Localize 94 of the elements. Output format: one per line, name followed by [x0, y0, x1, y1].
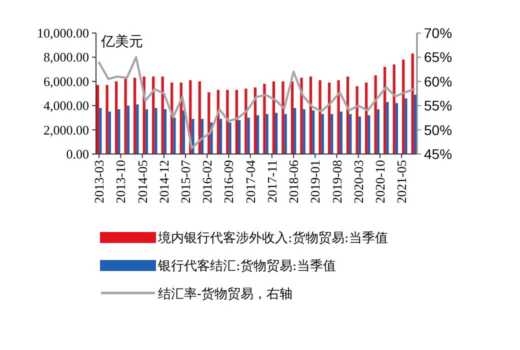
bar — [219, 118, 222, 154]
bar — [244, 88, 248, 154]
x-tick-label: 2016-09 — [221, 160, 236, 204]
bar — [96, 85, 100, 154]
x-tick-label: 2020-03 — [350, 160, 366, 204]
bar — [164, 109, 167, 154]
x-tick-label: 2019-01 — [308, 160, 323, 204]
line-series — [98, 56, 416, 150]
bar — [282, 81, 284, 154]
bar — [272, 81, 276, 154]
x-tick-label: 2018-06 — [286, 160, 302, 204]
x-tick-label: 2014-05 — [134, 160, 150, 204]
bar — [99, 108, 102, 154]
legend-label: 结汇率-货物贸易，右轴 — [158, 286, 292, 302]
bar — [226, 90, 229, 154]
bar — [402, 60, 405, 154]
bar — [349, 114, 352, 154]
bar — [134, 78, 136, 154]
bar — [154, 108, 158, 154]
bar — [256, 115, 260, 154]
bar — [395, 103, 398, 154]
bar — [115, 81, 118, 154]
bar — [356, 86, 358, 154]
bar — [228, 122, 232, 154]
y2-tick-label: 65% — [424, 49, 452, 66]
bar — [275, 112, 278, 154]
bar — [263, 84, 266, 154]
y2-tick-label: 70% — [424, 25, 452, 41]
y-tick-label: 10,000.00 — [37, 26, 89, 40]
bar — [235, 90, 238, 154]
bar — [384, 66, 386, 154]
bar — [321, 114, 324, 154]
bar — [294, 108, 296, 154]
bar — [145, 109, 148, 154]
x-tick-label: 2014-12 — [156, 160, 172, 204]
bar — [266, 114, 268, 154]
bar — [254, 87, 256, 154]
bar — [330, 114, 334, 154]
bar — [173, 118, 176, 154]
legend-label: 银行代客结汇:货物贸易:当季值 — [157, 258, 336, 274]
bar — [337, 80, 340, 154]
y-tick-label: 8,000.00 — [44, 50, 89, 65]
bar — [404, 98, 408, 154]
bar — [365, 82, 368, 154]
bar — [312, 110, 315, 154]
bar — [284, 114, 287, 154]
x-tick-label: 2013-03 — [92, 160, 107, 204]
y2-tick-label: 45% — [424, 146, 452, 162]
bar — [126, 106, 130, 154]
y2-tick-label: 55% — [424, 98, 452, 114]
bar — [328, 82, 331, 154]
x-tick-label: 2015-07 — [178, 160, 194, 204]
bar — [392, 64, 396, 154]
y-tick-label: 2,000.00 — [44, 122, 89, 138]
y-tick-label: 4,000.00 — [44, 98, 89, 114]
bar — [161, 76, 164, 154]
bar — [300, 78, 303, 154]
y-axis-title: 亿美元 — [100, 34, 143, 50]
bar — [302, 109, 306, 154]
bar — [208, 92, 210, 154]
bar — [106, 85, 108, 154]
x-tick-label: 2020-10 — [372, 160, 388, 204]
bar — [318, 80, 322, 154]
x-tick-label: 2016-02 — [200, 160, 215, 204]
bar — [247, 118, 250, 154]
bar — [238, 120, 241, 154]
bar — [374, 75, 377, 154]
bar — [414, 94, 417, 154]
bar — [152, 76, 155, 154]
bar — [198, 81, 201, 154]
y2-tick-label: 50% — [424, 122, 452, 138]
bar — [118, 109, 120, 154]
bar — [136, 104, 139, 154]
bar — [340, 112, 342, 154]
x-tick-label: 2019-08 — [329, 160, 344, 204]
x-tick-label: 2013-10 — [113, 160, 128, 204]
y-tick-label: 6,000.00 — [44, 74, 89, 89]
x-tick-label: 2021-05 — [394, 160, 410, 204]
legend-label: 境内银行代客涉外收入:货物贸易:当季值 — [157, 230, 388, 246]
bar — [124, 78, 127, 154]
bar — [358, 116, 361, 154]
bar — [346, 76, 350, 154]
bar — [108, 112, 111, 154]
y2-tick-label: 60% — [424, 73, 452, 90]
bar — [376, 109, 380, 154]
x-tick-label: 2017-11 — [264, 160, 280, 203]
bar — [386, 102, 389, 154]
bar — [368, 115, 370, 154]
y-tick-label: 0.00 — [66, 146, 89, 162]
bar — [309, 76, 312, 154]
bar — [290, 81, 294, 154]
bar — [411, 54, 414, 154]
bar — [182, 110, 186, 154]
x-tick-label: 2017-04 — [242, 160, 258, 204]
